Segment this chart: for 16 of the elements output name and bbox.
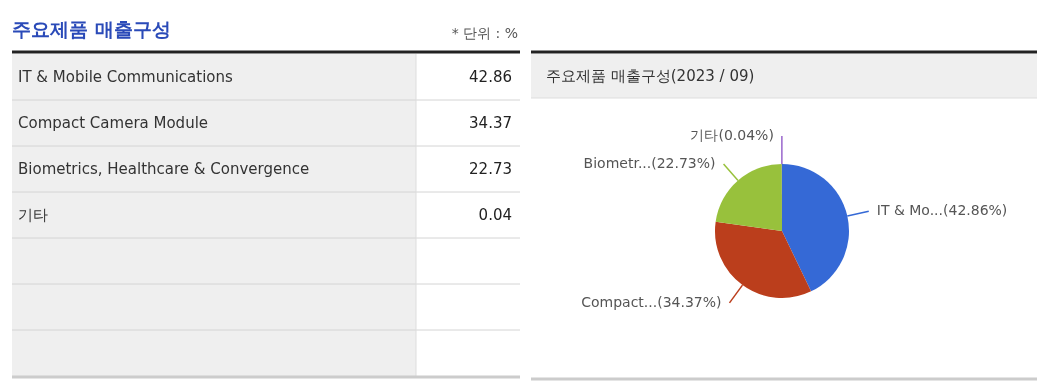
pie-slice [715,164,782,231]
data-label: Compact...(34.37%) [581,293,722,310]
category-label: 기타 [18,206,48,224]
chart-title: 주요제품 매출구성(2023 / 09) [546,67,755,85]
data-label: 기타(0.04%) [690,127,774,143]
data-label: 42.86 [469,68,512,86]
data-label: 0.04 [478,206,512,224]
data-label: IT & Mo...(42.86%) [876,202,1008,219]
text: 주요제품 매출구성 [12,18,171,40]
data-label: 34.37 [469,114,512,132]
data-label: 22.73 [469,160,512,178]
data-label: Biometr...(22.73%) [583,154,716,171]
category-label: Compact Camera Module [18,114,209,132]
text: * 단위 : % [451,25,518,41]
category-label: Biometrics, Healthcare & Convergence [18,160,310,178]
category-label: IT & Mobile Communications [18,68,234,86]
